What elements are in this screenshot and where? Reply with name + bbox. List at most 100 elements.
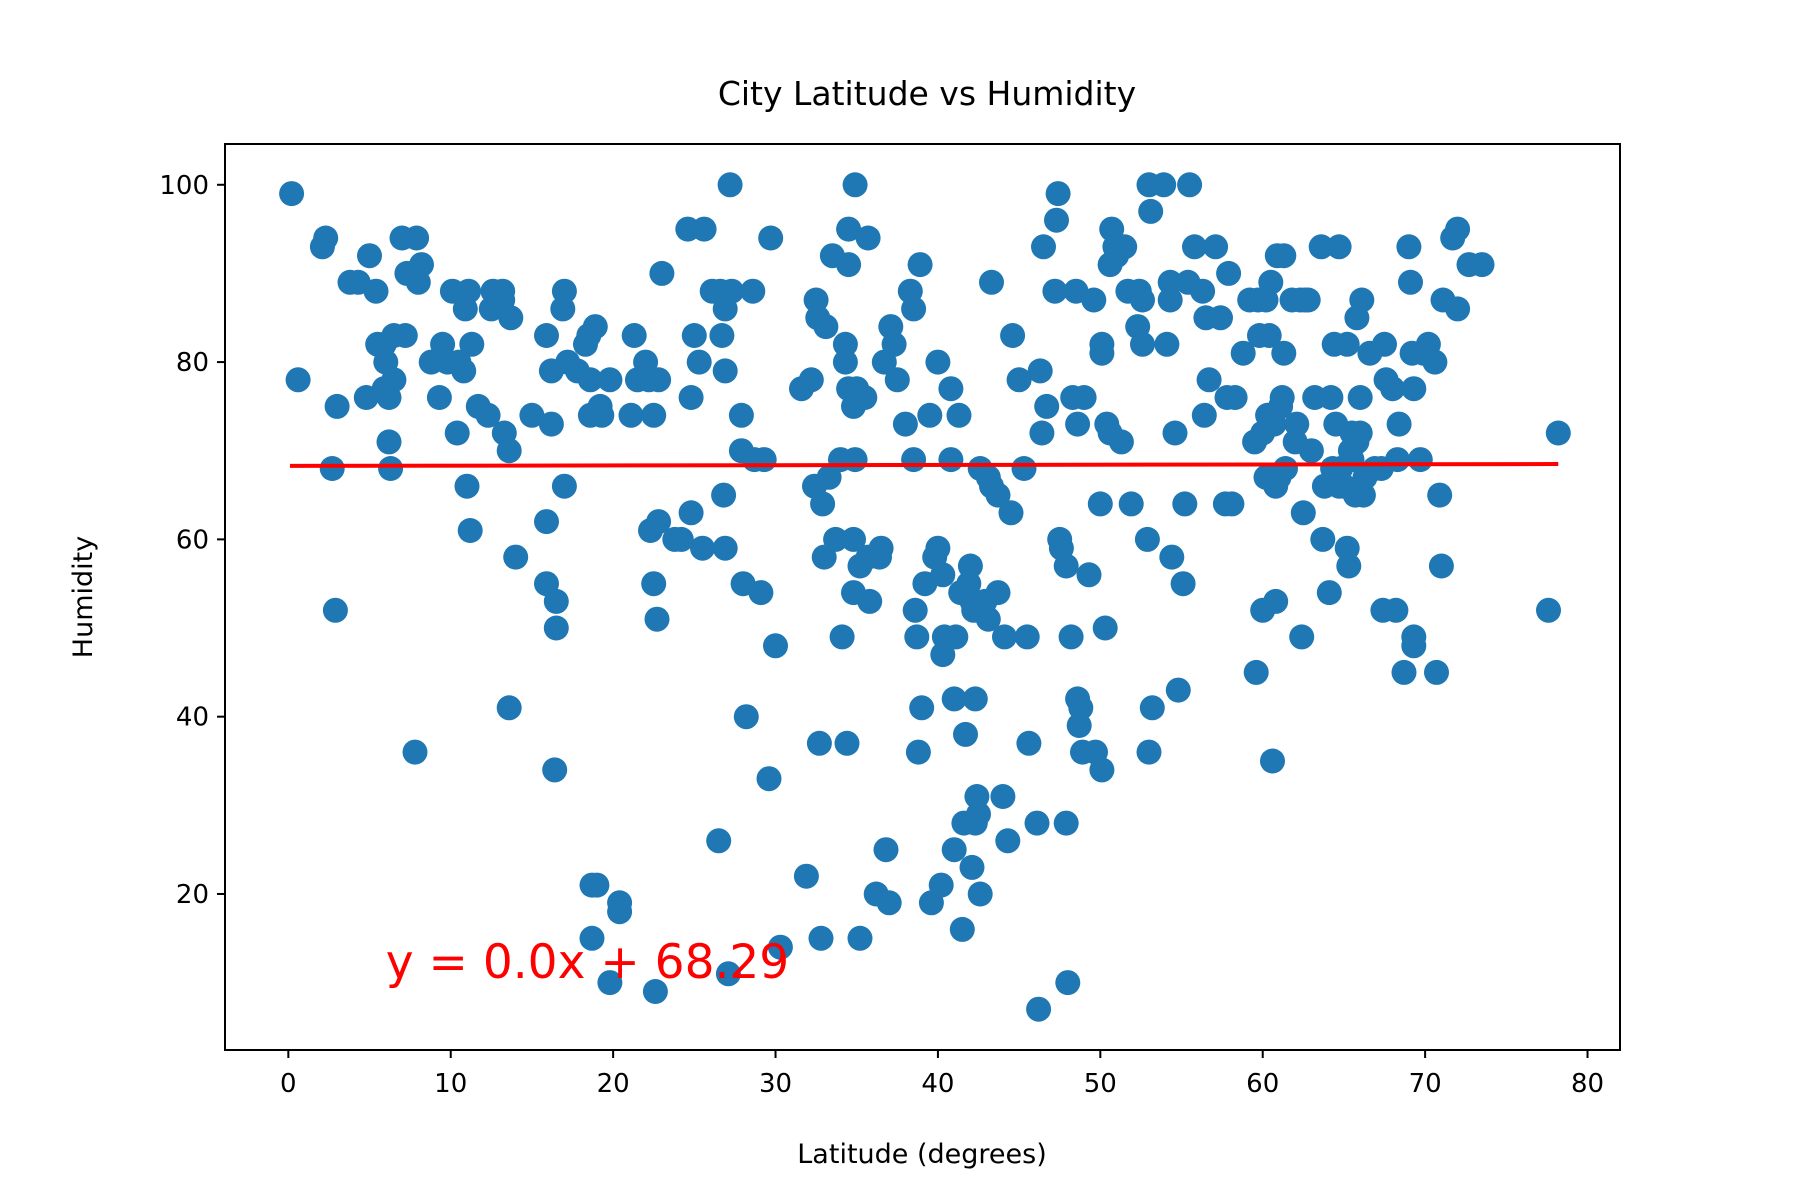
x-tick-label: 70 [1409,1069,1442,1099]
data-point [925,535,951,561]
data-point [376,429,402,455]
data-point [748,580,774,606]
data-point [1027,358,1053,384]
data-point [992,624,1017,650]
data-point [1000,323,1026,348]
data-point [728,402,754,428]
data-point [949,916,975,942]
data-point [538,411,564,437]
data-point [1092,615,1118,641]
data-point [1162,420,1188,446]
data-point [582,314,608,340]
data-point [990,784,1016,809]
data-point [1024,810,1050,836]
data-point [1045,181,1071,207]
data-point [719,278,745,304]
data-point [962,686,988,712]
data-point [1031,234,1056,260]
data-point [1318,385,1344,410]
data-point [1165,677,1191,703]
data-point [1269,385,1295,410]
data-point [459,331,485,357]
data-point [456,278,482,304]
data-point [938,447,964,473]
data-point [1407,447,1433,473]
data-points [279,172,1571,1022]
data-point [363,278,389,304]
data-point [884,367,910,393]
data-point [534,323,559,348]
chart-title: City Latitude vs Humidity [718,74,1136,113]
data-point [904,624,930,650]
data-point [475,402,501,428]
x-tick-label: 0 [280,1069,297,1099]
x-axis: 0 10 20 30 40 50 60 70 80 [280,1050,1604,1099]
data-point [543,615,569,641]
data-point [1243,659,1269,685]
data-point [1386,411,1412,437]
data-point [1159,544,1185,570]
data-point [649,260,675,286]
x-tick-label: 50 [1084,1069,1117,1099]
data-point [957,553,983,579]
data-point [823,526,849,552]
data-point [1016,730,1042,756]
data-point [1191,402,1217,428]
data-point [641,571,667,597]
data-point [1336,553,1362,579]
data-point [842,172,868,198]
data-point [444,420,470,446]
data-point [1044,207,1069,233]
data-point [953,721,978,747]
data-point [1139,695,1165,721]
data-point [1130,331,1155,357]
data-point [868,535,894,561]
data-point [1014,624,1040,650]
data-point [1372,331,1397,357]
x-axis-label: Latitude (degrees) [797,1139,1046,1170]
data-point [542,757,568,783]
data-point [1157,269,1183,295]
data-point [712,535,738,561]
data-point [715,961,741,987]
data-point [798,367,824,393]
regression-line [289,462,1559,468]
regression-layer [289,462,1559,468]
data-point [426,385,452,410]
data-point [811,544,837,570]
data-point [1349,287,1375,313]
data-point [1380,376,1406,402]
data-point [930,562,956,588]
data-point [1071,385,1097,410]
data-point [902,597,928,623]
data-point [621,323,647,348]
data-point [855,225,881,251]
data-point [1190,278,1216,304]
data-point [678,385,704,410]
data-point [842,447,868,473]
data-point [941,686,967,712]
data-point [1058,624,1084,650]
data-point [498,305,524,331]
data-point [381,367,407,393]
data-point [618,402,644,428]
data-point [1112,234,1138,260]
data-point [767,934,793,960]
data-point [1298,438,1324,464]
x-tick-label: 20 [597,1069,630,1099]
y-tick-label: 60 [176,525,209,555]
data-point [810,491,836,517]
data-point [1295,287,1321,313]
data-point [1289,624,1315,650]
data-point [1385,447,1410,473]
data-point [378,456,404,481]
data-point [832,331,858,357]
data-point [1401,376,1427,402]
data-point [668,526,694,552]
data-point [496,438,522,464]
data-point [836,252,862,278]
data-point [813,314,839,340]
data-point [1076,562,1102,588]
data-point [876,890,902,916]
data-point [357,243,382,269]
